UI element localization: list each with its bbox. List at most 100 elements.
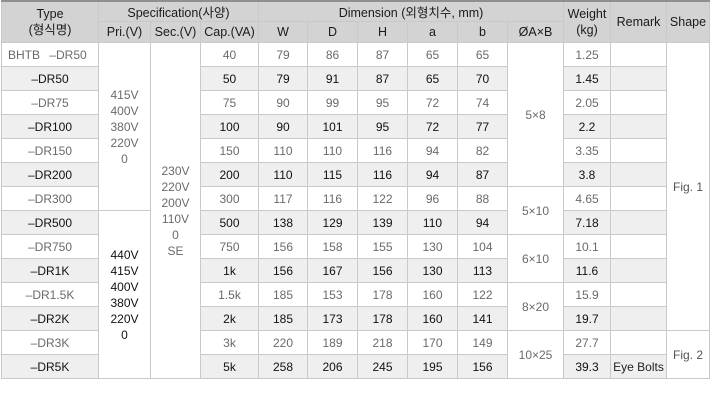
shape-cell: Fig. 1: [666, 42, 710, 331]
d-cell: 189: [307, 330, 358, 355]
d-cell: 167: [307, 258, 358, 283]
a-cell: 110: [407, 210, 458, 235]
h-cell: 122: [357, 186, 408, 211]
header-sec: Sec.(V): [150, 21, 201, 43]
a-cell: 160: [407, 282, 458, 307]
a-cell: 96: [407, 186, 458, 211]
header-a: a: [407, 21, 458, 43]
cap-cell: 75: [200, 90, 259, 115]
oab-cell: 5×10: [507, 186, 564, 235]
b-cell: 70: [457, 66, 508, 91]
a-cell: 72: [407, 114, 458, 139]
a-cell: 130: [407, 234, 458, 259]
table-row: –DR3K 3k 220 189 218 170 149 10×25 27.7 …: [1, 330, 710, 379]
h-cell: 139: [357, 210, 408, 235]
d-cell: 91: [307, 66, 358, 91]
h-cell: 178: [357, 306, 408, 331]
remark-cell: [610, 66, 667, 91]
pri-value: 380V: [110, 295, 139, 310]
type-cell: –DR100: [1, 114, 99, 139]
type-cell: –DR1K: [1, 258, 99, 283]
table-row: –DR1.5K 1.5k 185 153 178 160 122 8×20 15…: [1, 282, 710, 331]
h-cell: 116: [357, 162, 408, 187]
oab-cell: 10×25: [507, 330, 564, 379]
b-cell: 122: [457, 282, 508, 307]
oab-cell: 5×8: [507, 42, 564, 187]
cap-cell: 500: [200, 210, 259, 235]
cap-cell: 50: [200, 66, 259, 91]
weight-cell: 15.9: [563, 282, 611, 307]
pri-value: 220V: [110, 135, 139, 150]
b-cell: 141: [457, 306, 508, 331]
w-cell: 220: [258, 330, 308, 355]
h-cell: 156: [357, 258, 408, 283]
a-cell: 170: [407, 330, 458, 355]
w-cell: 110: [258, 162, 308, 187]
header-w: W: [258, 21, 308, 43]
d-cell: 99: [307, 90, 358, 115]
cap-cell: 3k: [200, 330, 259, 355]
b-cell: 88: [457, 186, 508, 211]
weight-cell: 39.3: [563, 354, 611, 379]
remark-cell: [610, 210, 667, 235]
weight-cell: 27.7: [563, 330, 611, 355]
a-cell: 195: [407, 354, 458, 379]
table-row: BHTB –DR50 415V 400V 380V 220V 0 230V 220…: [1, 42, 710, 379]
type-cell: –DR2K: [1, 306, 99, 331]
weight-cell: 2.2: [563, 114, 611, 139]
type-cell: –DR500: [1, 210, 99, 235]
h-cell: 95: [357, 114, 408, 139]
w-cell: 90: [258, 90, 308, 115]
d-cell: 116: [307, 186, 358, 211]
transformer-spec-table: Type (형식명) Specification(사양) Dimension (…: [1, 0, 710, 379]
pri-voltage-group-2: 440V 415V 400V 380V 220V 0: [98, 210, 151, 379]
a-cell: 94: [407, 138, 458, 163]
shape-cell: Fig. 2: [666, 330, 710, 379]
type-cell: –DR5K: [1, 354, 99, 379]
w-cell: 79: [258, 66, 308, 91]
cap-cell: 100: [200, 114, 259, 139]
header-pri: Pri.(V): [98, 21, 151, 43]
remark-cell: [610, 138, 667, 163]
pri-value: 415V: [110, 263, 139, 278]
cap-cell: 2k: [200, 306, 259, 331]
remark-cell: [610, 162, 667, 187]
sec-value: 200V: [161, 195, 190, 210]
weight-cell: 3.8: [563, 162, 611, 187]
oab-cell: 8×20: [507, 282, 564, 331]
table-row: –DR200 200 110 115 116 94 87 3.8: [1, 162, 710, 187]
weight-cell: 1.25: [563, 42, 611, 67]
d-cell: 153: [307, 282, 358, 307]
h-cell: 87: [357, 42, 408, 67]
pri-value: 220V: [110, 311, 139, 326]
remark-cell: [610, 42, 667, 67]
type-cell: –DR200: [1, 162, 99, 187]
sec-value: SE: [167, 243, 184, 258]
remark-cell: [610, 282, 667, 307]
w-cell: 156: [258, 258, 308, 283]
d-cell: 101: [307, 114, 358, 139]
cap-cell: 300: [200, 186, 259, 211]
b-cell: 74: [457, 90, 508, 115]
b-cell: 65: [457, 42, 508, 67]
type-cell: –DR50: [1, 66, 99, 91]
header-specification: Specification(사양): [98, 0, 259, 22]
weight-cell: 19.7: [563, 306, 611, 331]
d-cell: 173: [307, 306, 358, 331]
cap-cell: 750: [200, 234, 259, 259]
b-cell: 149: [457, 330, 508, 355]
w-cell: 185: [258, 282, 308, 307]
remark-cell: [610, 258, 667, 283]
w-cell: 258: [258, 354, 308, 379]
a-cell: 65: [407, 42, 458, 67]
h-cell: 218: [357, 330, 408, 355]
type-prefix: BHTB: [8, 47, 41, 62]
header-type: Type (형식명): [1, 0, 99, 43]
sec-value: 230V: [161, 163, 190, 178]
weight-cell: 3.35: [563, 138, 611, 163]
remark-cell: Eye Bolts: [610, 354, 667, 379]
weight-cell: 2.05: [563, 90, 611, 115]
d-cell: 129: [307, 210, 358, 235]
table-row: –DR2K 2k 185 173 178 160 141 19.7: [1, 306, 710, 331]
table-row: –DR100 100 90 101 95 72 77 2.2: [1, 114, 710, 139]
